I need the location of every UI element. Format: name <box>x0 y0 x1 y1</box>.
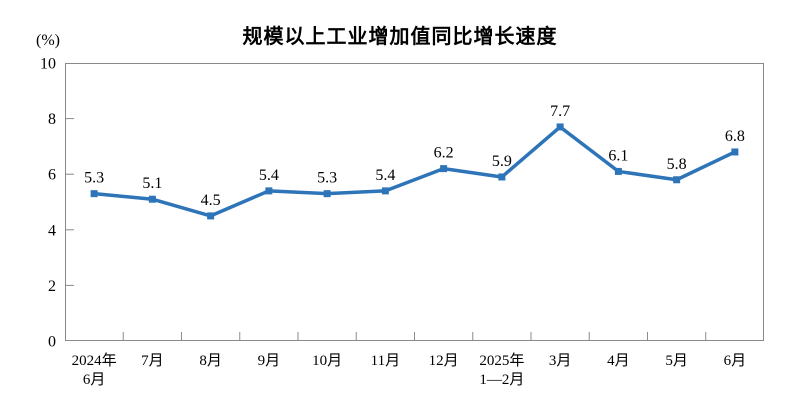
x-tick-label: 2024年 <box>72 352 117 369</box>
chart-title: 规模以上工业增加值同比增长速度 <box>242 24 558 48</box>
x-tick-label: 11月 <box>371 353 400 369</box>
data-label: 5.3 <box>84 170 104 187</box>
x-tick-label: 3月 <box>549 353 572 369</box>
data-point-marker <box>673 176 681 184</box>
data-label: 4.5 <box>201 192 221 209</box>
y-axis-unit-label: (%) <box>36 32 60 49</box>
y-tick-label: 8 <box>48 111 56 128</box>
data-point-marker <box>323 190 331 198</box>
y-tick-label: 0 <box>48 334 56 351</box>
data-point-marker <box>148 195 156 203</box>
data-point-marker <box>614 167 622 175</box>
data-label: 5.4 <box>375 167 395 184</box>
x-tick-label: 8月 <box>199 353 222 369</box>
data-point-marker <box>207 212 215 220</box>
x-tick-label: 2025年 <box>479 352 524 369</box>
data-label: 6.2 <box>434 145 454 162</box>
data-point-marker <box>381 187 389 195</box>
x-tick-label: 6月 <box>724 353 747 369</box>
plot-border <box>65 63 764 341</box>
data-label: 6.1 <box>608 147 628 164</box>
x-tick-label: 1—2月 <box>479 372 524 388</box>
data-label: 5.3 <box>317 170 337 187</box>
data-label: 5.8 <box>667 156 687 173</box>
data-point-marker <box>731 148 739 156</box>
x-tick-label: 7月 <box>141 353 164 369</box>
series-line <box>92 125 737 218</box>
data-label: 5.9 <box>492 153 512 170</box>
x-tick-label: 12月 <box>429 353 459 369</box>
data-label: 7.7 <box>550 103 570 120</box>
data-point-marker <box>440 165 448 173</box>
data-label: 6.8 <box>725 128 745 145</box>
data-label: 5.4 <box>259 167 279 184</box>
x-tick-label: 9月 <box>258 353 281 369</box>
data-point-marker <box>90 190 98 198</box>
data-label: 5.1 <box>142 175 162 192</box>
x-tick-label: 10月 <box>312 353 342 369</box>
y-tick-label: 10 <box>40 56 56 73</box>
y-tick-label: 2 <box>48 278 56 295</box>
x-tick-label: 5月 <box>665 353 688 369</box>
x-tick-label: 6月 <box>83 372 106 388</box>
data-point-marker <box>498 173 506 181</box>
data-point-marker <box>265 187 273 195</box>
data-point-marker <box>556 123 564 131</box>
y-tick-label: 6 <box>48 167 56 184</box>
x-tick-label: 4月 <box>607 353 630 369</box>
y-tick-label: 4 <box>48 222 56 239</box>
